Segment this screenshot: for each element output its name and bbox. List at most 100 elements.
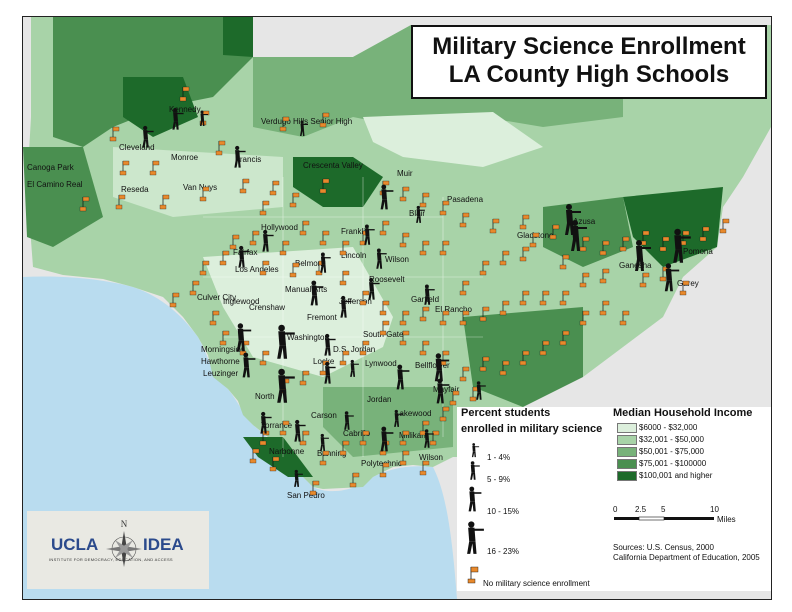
school-label: Reseda — [121, 185, 149, 194]
flag-icon — [259, 350, 270, 366]
soldier-icon — [242, 352, 256, 378]
soldier-icon — [635, 240, 651, 271]
soldier-icon — [320, 252, 331, 273]
flag-icon — [579, 236, 590, 252]
flag-icon — [159, 194, 170, 210]
school-label: Fremont — [307, 313, 337, 322]
flag-icon — [519, 214, 530, 230]
income-zone-low-central — [203, 247, 403, 377]
school-label: Torrance — [261, 421, 293, 430]
flag-icon — [549, 224, 560, 240]
school-label: El Rancho — [435, 305, 472, 314]
flag-icon — [429, 430, 440, 446]
flag-icon — [399, 450, 410, 466]
school-label: Lakewood — [395, 409, 432, 418]
flag-icon — [319, 450, 330, 466]
income-zone-low-mountain — [363, 112, 543, 167]
soldier-icon — [234, 145, 246, 168]
income-zone-high-east — [543, 197, 633, 267]
flag-icon — [439, 200, 450, 216]
logo-tagline: INSTITUTE FOR DEMOCRACY, EDUCATION, AND … — [49, 557, 173, 562]
school-label: Kennedy — [169, 105, 201, 114]
title-box: Military Science Enrollment LA County Hi… — [411, 25, 767, 99]
flag-icon — [559, 290, 570, 306]
flag-icon — [399, 232, 410, 248]
soldier-icon — [200, 110, 208, 126]
map-title-line1: Military Science Enrollment — [432, 33, 746, 60]
flag-icon — [339, 240, 350, 256]
flag-icon — [269, 456, 280, 472]
flag-icon — [349, 472, 360, 488]
soldier-icon-small — [471, 443, 480, 458]
flag-icon — [289, 192, 300, 208]
school-label: Francis — [235, 155, 262, 164]
flag-icon — [279, 420, 290, 436]
soldier-icon — [236, 323, 252, 352]
soldier-icon — [664, 263, 680, 292]
flag-icon — [499, 360, 510, 376]
flag-icon — [209, 310, 220, 326]
soldier-icon — [424, 429, 434, 448]
school-label: Carson — [311, 411, 337, 420]
logo-ucla-text: UCLA — [51, 535, 99, 554]
flag-icon — [419, 420, 430, 436]
soldier-icon — [436, 378, 450, 404]
school-label: Azusa — [573, 217, 596, 226]
flag-icon — [599, 240, 610, 256]
flag-icon — [379, 462, 390, 478]
school-label: Garfield — [411, 295, 440, 304]
scale-tick: 0 — [613, 505, 618, 514]
school-label: Monroe — [171, 153, 199, 162]
school-label: Crescenta Valley — [303, 161, 363, 170]
flag-icon — [499, 250, 510, 266]
flag-icon — [115, 194, 126, 210]
flag-icon — [467, 566, 479, 584]
school-label: Fairfax — [233, 248, 258, 257]
flag-icon — [399, 186, 410, 202]
flag-icon — [279, 240, 290, 256]
school-label: Roosevelt — [369, 275, 405, 284]
flag-icon — [489, 218, 500, 234]
flag-icon — [659, 236, 670, 252]
school-label: Morningside — [201, 345, 245, 354]
flag-icon — [519, 246, 530, 262]
sources-line2: California Department of Education, 2005 — [613, 553, 760, 562]
school-label: Muir — [397, 169, 413, 178]
flag-icon — [119, 160, 130, 176]
soldier-icon — [340, 295, 352, 318]
school-label: Bellflower — [415, 361, 450, 370]
school-label: Leuzinger — [203, 369, 239, 378]
flag-icon — [459, 280, 470, 296]
school-label: Verdugo Hills Senior High — [261, 117, 353, 126]
flag-icon — [229, 234, 240, 250]
flag-icon — [469, 386, 480, 402]
soldier-icon — [294, 419, 306, 442]
legend-enrollment-item: 10 - 15% — [487, 507, 520, 516]
soldier-icon — [380, 184, 394, 210]
legend-no-enrollment: No military science enrollment — [483, 579, 590, 588]
flag-icon — [299, 220, 310, 236]
flag-icon — [539, 290, 550, 306]
soldier-icon — [364, 224, 375, 245]
flag-icon — [339, 350, 350, 366]
school-label: Banning — [317, 449, 347, 458]
school-label: North — [255, 392, 275, 401]
flag-icon — [439, 240, 450, 256]
school-label: Franklin — [341, 227, 370, 236]
scale-unit: Miles — [717, 515, 736, 524]
income-label: $75,001 - $100000 — [639, 459, 707, 468]
flag-icon — [439, 406, 450, 422]
legend-enrollment-title-2: enrolled in military science — [461, 423, 603, 435]
flag-icon — [319, 230, 330, 246]
flag-icon — [419, 306, 430, 322]
income-zone-mid-central — [353, 247, 483, 347]
school-label: Wilson — [419, 453, 444, 462]
flag-icon — [399, 330, 410, 346]
soldier-icon — [300, 120, 308, 136]
school-label: Jordan — [367, 395, 392, 404]
legend-enrollment-title-1: Percent students — [461, 407, 551, 419]
compass-letter: N — [121, 519, 128, 529]
income-swatch-3 — [617, 447, 637, 457]
soldier-icon — [277, 368, 295, 403]
school-label: Washington — [287, 333, 329, 342]
